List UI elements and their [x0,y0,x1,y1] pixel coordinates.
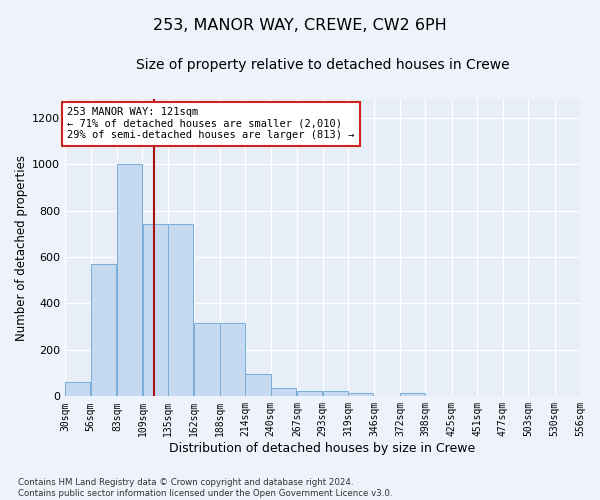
Text: 253 MANOR WAY: 121sqm
← 71% of detached houses are smaller (2,010)
29% of semi-d: 253 MANOR WAY: 121sqm ← 71% of detached … [67,107,355,140]
Bar [271,388,296,396]
Bar [65,382,91,396]
Bar [220,323,245,396]
Bar [297,390,322,396]
Bar [91,264,116,396]
Bar [348,393,373,396]
Text: Contains HM Land Registry data © Crown copyright and database right 2024.
Contai: Contains HM Land Registry data © Crown c… [18,478,392,498]
Bar [323,390,348,396]
Bar [400,393,425,396]
Y-axis label: Number of detached properties: Number of detached properties [15,154,28,340]
Bar [168,224,193,396]
Title: Size of property relative to detached houses in Crewe: Size of property relative to detached ho… [136,58,509,71]
Bar [245,374,271,396]
Bar [143,224,168,396]
Bar [194,323,220,396]
X-axis label: Distribution of detached houses by size in Crewe: Distribution of detached houses by size … [169,442,476,455]
Text: 253, MANOR WAY, CREWE, CW2 6PH: 253, MANOR WAY, CREWE, CW2 6PH [153,18,447,32]
Bar [117,164,142,396]
